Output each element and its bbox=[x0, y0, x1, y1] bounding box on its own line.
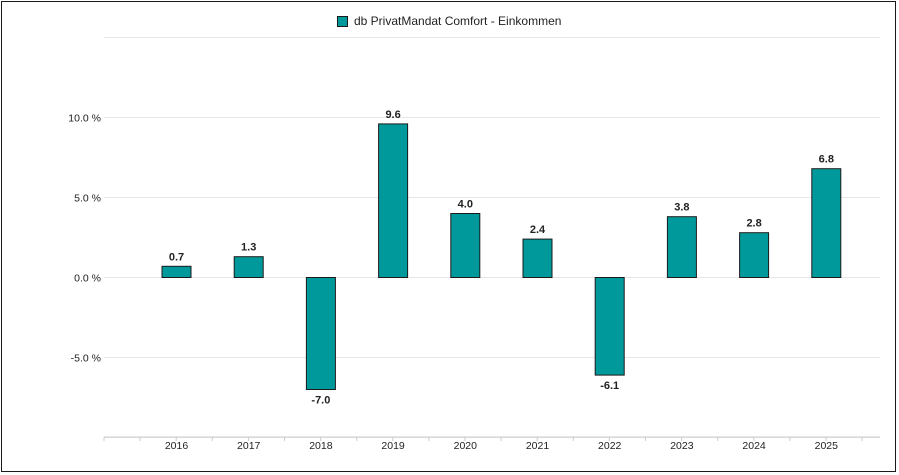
y-tick-label: -5.0 % bbox=[71, 353, 101, 365]
bar-2019[interactable] bbox=[378, 123, 409, 279]
data-label-2021: 2.4 bbox=[530, 224, 546, 236]
x-tick-label-2017: 2017 bbox=[237, 440, 261, 452]
y-tick-label: 5.0 % bbox=[74, 193, 101, 205]
bar-2016[interactable] bbox=[161, 265, 192, 278]
data-label-2018: -7.0 bbox=[311, 395, 330, 407]
x-tick-label-2023: 2023 bbox=[670, 440, 694, 452]
data-label-2023: 3.8 bbox=[674, 202, 689, 214]
bar-2017[interactable] bbox=[233, 256, 264, 279]
bar-2022[interactable] bbox=[594, 277, 625, 376]
x-tick-label-2025: 2025 bbox=[815, 440, 839, 452]
x-tick-label-2024: 2024 bbox=[742, 440, 766, 452]
y-tick-label: 10.0 % bbox=[68, 113, 101, 125]
data-label-2022: -6.1 bbox=[600, 380, 619, 392]
bar-2020[interactable] bbox=[450, 213, 481, 278]
y-tick-label: 0.0 % bbox=[74, 273, 101, 285]
legend-series-label: db PrivatMandat Comfort - Einkommen bbox=[354, 14, 562, 28]
x-tick-label-2022: 2022 bbox=[598, 440, 622, 452]
data-label-2017: 1.3 bbox=[241, 242, 256, 254]
bar-2023[interactable] bbox=[666, 216, 697, 278]
legend-swatch bbox=[337, 15, 348, 27]
x-tick-label-2018: 2018 bbox=[309, 440, 333, 452]
data-label-2025: 6.8 bbox=[819, 154, 834, 166]
data-label-2024: 2.8 bbox=[746, 218, 761, 230]
bar-2025[interactable] bbox=[811, 168, 842, 278]
bar-2018[interactable] bbox=[305, 277, 336, 390]
data-label-2020: 4.0 bbox=[458, 199, 473, 211]
x-tick-label-2021: 2021 bbox=[526, 440, 550, 452]
x-tick-label-2016: 2016 bbox=[165, 440, 189, 452]
x-tick-label-2020: 2020 bbox=[454, 440, 478, 452]
data-label-2016: 0.7 bbox=[169, 251, 184, 263]
data-label-2019: 9.6 bbox=[385, 109, 400, 121]
x-tick-label-2019: 2019 bbox=[381, 440, 405, 452]
chart-legend[interactable]: db PrivatMandat Comfort - Einkommen bbox=[337, 12, 561, 30]
bar-2024[interactable] bbox=[739, 232, 770, 278]
bar-2021[interactable] bbox=[522, 238, 553, 279]
